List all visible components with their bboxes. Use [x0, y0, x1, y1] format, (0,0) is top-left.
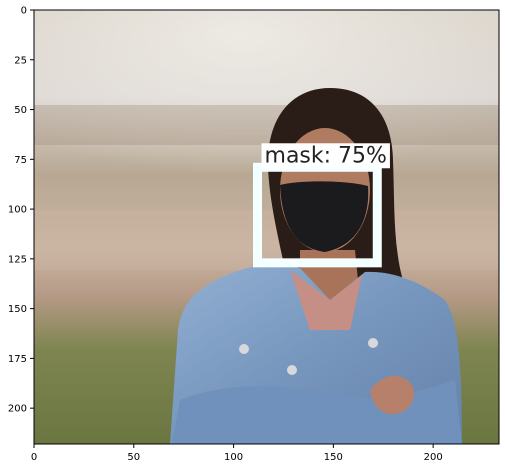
x-tick-label: 0 [31, 452, 37, 463]
jacket-button [287, 365, 297, 375]
sky-haze [34, 10, 499, 210]
y-tick-label: 0 [21, 6, 27, 17]
y-tick-label: 25 [14, 55, 27, 66]
y-tick-label: 75 [14, 155, 27, 166]
y-tick-label: 100 [8, 205, 27, 216]
x-axis: 0 50 100 150 200 [31, 444, 443, 463]
x-tick-label: 100 [224, 452, 243, 463]
hair-fringe [280, 100, 380, 165]
jacket-button [368, 338, 378, 348]
face-mask [280, 181, 369, 252]
jacket-button [239, 344, 249, 354]
y-tick-label: 200 [8, 404, 27, 415]
detection-label: mask: 75% [265, 143, 387, 168]
y-tick-label: 125 [8, 254, 27, 265]
plaid-shirt [290, 270, 362, 330]
detection-overlay: mask: 75% [253, 143, 390, 268]
x-tick-label: 200 [424, 452, 443, 463]
hand [370, 375, 415, 415]
distant-treeline [34, 105, 499, 145]
detection-label-background [261, 143, 390, 169]
x-tick-label: 150 [324, 452, 343, 463]
axes-frame [33, 9, 500, 445]
y-tick-label: 50 [14, 105, 27, 116]
y-axis: 0 25 50 75 100 125 150 175 200 [8, 6, 34, 415]
photo [34, 10, 499, 444]
x-tick-label: 50 [127, 452, 140, 463]
y-tick-label: 150 [8, 304, 27, 315]
y-tick-label: 175 [8, 354, 27, 365]
